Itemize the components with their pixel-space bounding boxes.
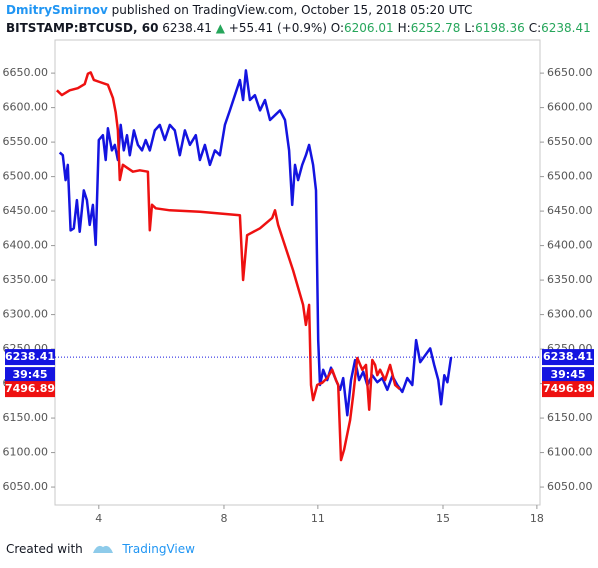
price-line bbox=[58, 69, 453, 417]
ohlc-value: 6206.01 bbox=[344, 21, 394, 35]
y-tick-label: 6150.00 bbox=[3, 411, 49, 424]
red-price-label: 7496.89 bbox=[5, 382, 55, 395]
author[interactable]: DmitrySmirnov bbox=[6, 3, 108, 17]
y-tick-label: 6400.00 bbox=[547, 239, 593, 252]
y-tick-label: 6450.00 bbox=[3, 204, 49, 217]
y-tick-label: 6400.00 bbox=[3, 239, 49, 252]
y-tick-label: 6600.00 bbox=[547, 101, 593, 114]
price-line bbox=[56, 71, 401, 462]
y-tick-label: 6650.00 bbox=[3, 66, 49, 79]
ohlc-label: H: bbox=[397, 21, 411, 35]
y-tick-label: 6350.00 bbox=[3, 273, 49, 286]
countdown-label: 39:45 bbox=[550, 368, 585, 381]
red-price-label: 7496.89 bbox=[543, 382, 593, 395]
ohlc-label: L: bbox=[464, 21, 476, 35]
ohlc-value: 6198.36 bbox=[475, 21, 525, 35]
created-with: Created with bbox=[6, 542, 83, 556]
countdown-label-box bbox=[542, 367, 594, 384]
y-tick-label: 6550.00 bbox=[3, 135, 49, 148]
ohlc-label: O: bbox=[330, 21, 345, 35]
up-arrow: ▲ bbox=[215, 21, 225, 35]
price: 6238.41 bbox=[162, 21, 212, 35]
logo bbox=[92, 545, 113, 553]
y-tick-label: 6600.00 bbox=[3, 101, 49, 114]
y-tick-label: 6450.00 bbox=[547, 204, 593, 217]
x-tick-label: 8 bbox=[220, 512, 227, 525]
x-tick-label: 4 bbox=[95, 512, 102, 525]
y-tick-label: 6300.00 bbox=[547, 308, 593, 321]
plot-frame bbox=[54, 39, 541, 506]
x-tick-label: 11 bbox=[311, 512, 325, 525]
x-tick-label: 18 bbox=[530, 512, 544, 525]
ohlc-value: 6238.41 bbox=[541, 21, 591, 35]
y-tick-label: 6300.00 bbox=[3, 308, 49, 321]
quote-line: BITSTAMP:BTCUSD, 60 6238.41 ▲ +55.41 (+0… bbox=[6, 21, 595, 35]
countdown-label: 39:45 bbox=[12, 368, 47, 381]
y-tick-label: 6350.00 bbox=[547, 273, 593, 286]
y-tick-label: 6150.00 bbox=[547, 411, 593, 424]
red-price-label-box bbox=[542, 381, 594, 398]
last-price-label: 6238.41 bbox=[5, 350, 55, 363]
chart: 6050.00 6050.00 6100.00 6100.00 6150.00 6150.… bbox=[3, 39, 594, 525]
y-tick-label: 6050.00 bbox=[3, 480, 49, 493]
change: +55.41 (+0.9%) bbox=[228, 21, 327, 35]
x-tick-label: 15 bbox=[436, 512, 450, 525]
y-tick-label: 6050.00 bbox=[547, 480, 593, 493]
countdown-label-box bbox=[5, 367, 55, 384]
published: published on TradingView.com, October 15… bbox=[111, 3, 473, 17]
y-tick-label: 6650.00 bbox=[547, 66, 593, 79]
ohlc-value: 6252.78 bbox=[410, 21, 461, 35]
symbol: BITSTAMP:BTCUSD, 60 bbox=[6, 21, 159, 35]
brand[interactable]: TradingView bbox=[122, 542, 195, 556]
y-tick-label: 6500.00 bbox=[547, 170, 593, 183]
ohlc-label: C: bbox=[528, 21, 542, 35]
y-tick-label: 6500.00 bbox=[3, 170, 49, 183]
last-price-label-box bbox=[5, 349, 55, 366]
red-price-label-box bbox=[5, 381, 55, 398]
last-price-label-box bbox=[542, 349, 594, 366]
footer: Created with TradingView bbox=[6, 541, 195, 556]
last-price-label: 6238.41 bbox=[543, 350, 593, 363]
y-tick-label: 6550.00 bbox=[547, 135, 593, 148]
y-tick-label: 6100.00 bbox=[547, 446, 593, 459]
publish-line: DmitrySmirnov published on TradingView.c… bbox=[6, 3, 472, 17]
y-tick-label: 6100.00 bbox=[3, 446, 49, 459]
ohlc: O:6206.01 H:6252.78 L:6198.36 C:6238.41 bbox=[331, 21, 595, 35]
